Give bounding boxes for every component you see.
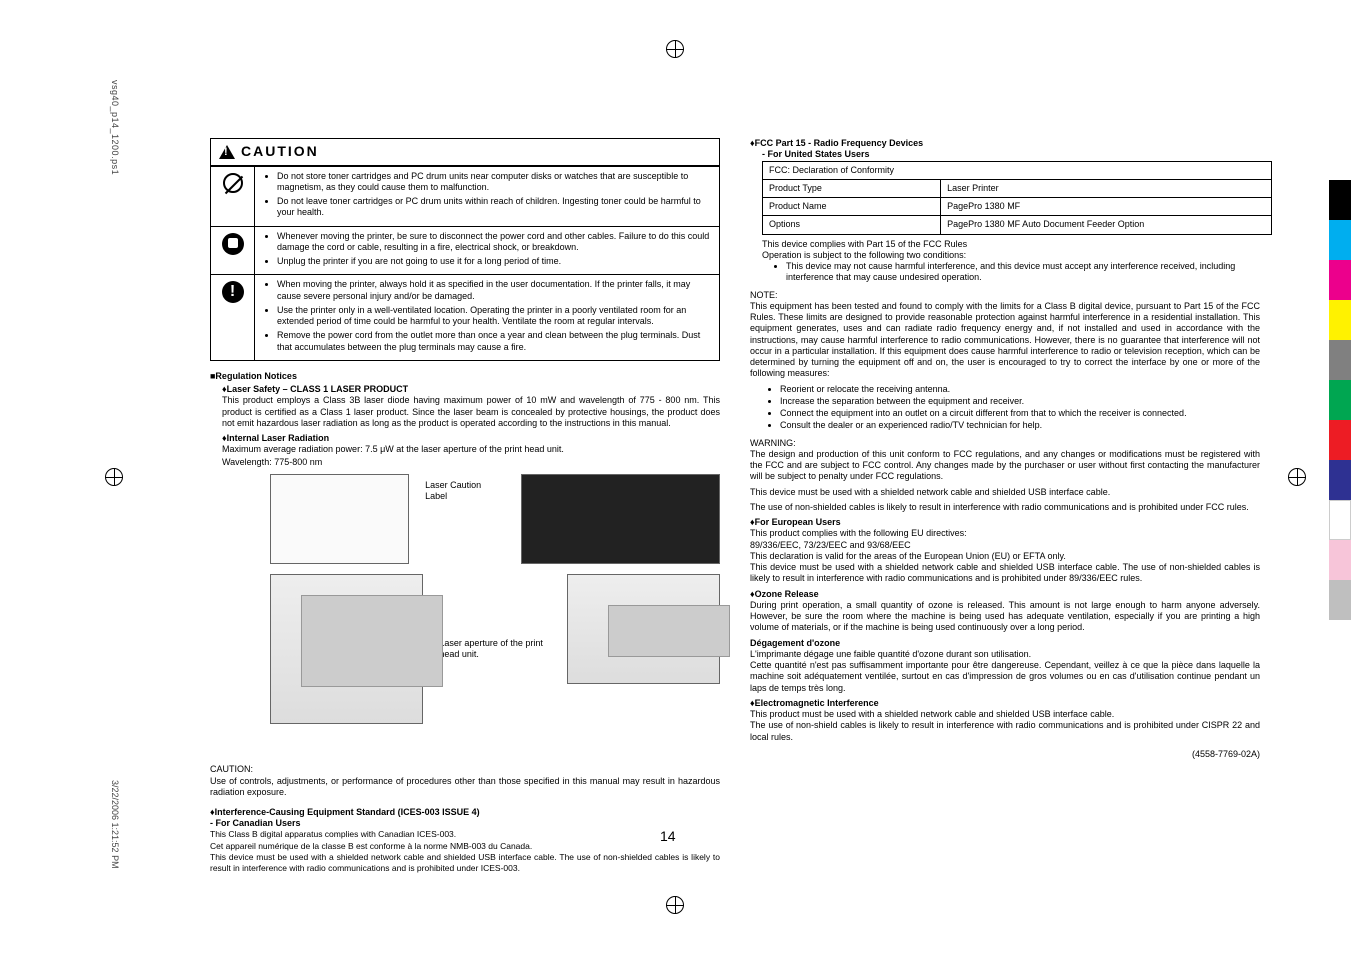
body-text: This equipment has been tested and found… [750, 301, 1260, 380]
caution-item: Do not leave toner cartridges or PC drum… [277, 196, 711, 219]
note-label: NOTE: [750, 290, 1260, 301]
figure-caption: Laser Caution Label [425, 480, 505, 503]
registration-mark-icon [666, 40, 684, 58]
caution-title: CAUTION [241, 143, 319, 161]
section-title: ■Regulation Notices [210, 371, 720, 382]
attention-icon: ! [211, 275, 255, 360]
printer-color-bars [1329, 180, 1351, 620]
caution-item: Unplug the printer if you are not going … [277, 256, 711, 267]
table-cell: Options [763, 216, 941, 234]
fcc-table: FCC: Declaration of Conformity Product T… [762, 161, 1272, 235]
page-number: 14 [660, 828, 676, 844]
body-text: This device must be used with a shielded… [750, 487, 1260, 498]
subsection-title: ♦Ozone Release [750, 589, 1260, 600]
caution-row: Whenever moving the printer, be sure to … [211, 226, 719, 275]
warning-label: WARNING: [750, 438, 1260, 449]
figure-row: Laser aperture of the print head unit. [270, 574, 720, 724]
body-text: This Class B digital apparatus complies … [210, 829, 720, 840]
body-text: Cet appareil numérique de la classe B es… [210, 841, 720, 852]
caution-row: ! When moving the printer, always hold i… [211, 274, 719, 360]
aperture-diagram [567, 574, 720, 684]
body-text: This product employs a Class 3B laser di… [222, 395, 720, 429]
body-text: This device must be used with a shielded… [210, 852, 720, 873]
list-item: This device may not cause harmful interf… [786, 261, 1260, 284]
warning-triangle-icon [219, 145, 235, 159]
list-item: Connect the equipment into an outlet on … [780, 408, 1260, 419]
caution-box: CAUTION Do not store toner cartridges an… [210, 138, 720, 361]
table-cell: Laser Printer [941, 179, 1272, 197]
warning-label-diagram [521, 474, 720, 564]
caution-header: CAUTION [211, 139, 719, 166]
registration-mark-icon [666, 896, 684, 914]
caution-label: CAUTION: [210, 764, 720, 775]
body-text: This device must be used with a shielded… [750, 562, 1260, 585]
table-cell: PagePro 1380 MF [941, 198, 1272, 216]
caution-item: Use the printer only in a well-ventilate… [277, 305, 711, 328]
body-text: L'imprimante dégage une faible quantité … [750, 649, 1260, 660]
body-text: This declaration is valid for the areas … [750, 551, 1260, 562]
registration-mark-icon [1288, 468, 1306, 486]
body-text: Maximum average radiation power: 7.5 μW … [222, 444, 720, 455]
subsection-title: ♦For European Users [750, 517, 1260, 528]
side-timestamp: 3/22/2006 1:21:52 PM [110, 780, 120, 869]
printer-diagram [270, 574, 423, 724]
label-diagram [270, 474, 409, 564]
body-text: The design and production of this unit c… [750, 449, 1260, 483]
caution-item: Do not store toner cartridges and PC dru… [277, 171, 711, 194]
body-text: 89/336/EEC, 73/23/EEC and 93/68/EEC [750, 540, 1260, 551]
subsection-title: ♦Laser Safety – CLASS 1 LASER PRODUCT [222, 384, 720, 395]
body-text: This product must be used with a shielde… [750, 709, 1260, 720]
body-text: Operation is subject to the following tw… [762, 250, 1260, 261]
registration-mark-icon [105, 468, 123, 486]
subsection-title: ♦Internal Laser Radiation [222, 433, 720, 444]
table-cell: FCC: Declaration of Conformity [763, 161, 1272, 179]
left-column: CAUTION Do not store toner cartridges an… [210, 138, 720, 878]
figure-caption: Laser aperture of the print head unit. [439, 638, 550, 661]
caution-item: When moving the printer, always hold it … [277, 279, 711, 302]
body-text: Wavelength: 775-800 nm [222, 457, 720, 468]
table-cell: Product Name [763, 198, 941, 216]
table-cell: Product Type [763, 179, 941, 197]
body-text: This device complies with Part 15 of the… [762, 239, 1260, 250]
prohibit-icon [211, 167, 255, 226]
unplug-icon [211, 227, 255, 275]
body-text: The use of non-shielded cables is likely… [750, 502, 1260, 513]
body-text: Use of controls, adjustments, or perform… [210, 776, 720, 799]
subsection-subtitle: - For United States Users [762, 149, 1260, 160]
body-text: Cette quantité n'est pas suffisamment im… [750, 660, 1260, 694]
figure-row: Laser Caution Label [270, 474, 720, 564]
body-text: The use of non-shield cables is likely t… [750, 720, 1260, 743]
table-cell: PagePro 1380 MF Auto Document Feeder Opt… [941, 216, 1272, 234]
body-text: During print operation, a small quantity… [750, 600, 1260, 634]
caution-item: Whenever moving the printer, be sure to … [277, 231, 711, 254]
caution-item: Remove the power cord from the outlet mo… [277, 330, 711, 353]
part-number: (4558-7769-02A) [750, 749, 1260, 760]
subsection-title: ♦FCC Part 15 - Radio Frequency Devices [750, 138, 1260, 149]
side-filename: vsg40_p14_1200.ps1 [110, 80, 120, 175]
page-root: vsg40_p14_1200.ps1 3/22/2006 1:21:52 PM … [0, 0, 1351, 954]
body-text: This product complies with the following… [750, 528, 1260, 539]
list-item: Increase the separation between the equi… [780, 396, 1260, 407]
list-item: Reorient or relocate the receiving anten… [780, 384, 1260, 395]
subsection-title: ♦Interference-Causing Equipment Standard… [210, 807, 720, 818]
caution-row: Do not store toner cartridges and PC dru… [211, 166, 719, 226]
subsection-title: ♦Electromagnetic Interference [750, 698, 1260, 709]
subsection-subtitle: - For Canadian Users [210, 818, 720, 829]
right-column: ♦FCC Part 15 - Radio Frequency Devices -… [750, 138, 1260, 760]
list-item: Consult the dealer or an experienced rad… [780, 420, 1260, 431]
subsection-title: Dégagement d'ozone [750, 638, 1260, 649]
